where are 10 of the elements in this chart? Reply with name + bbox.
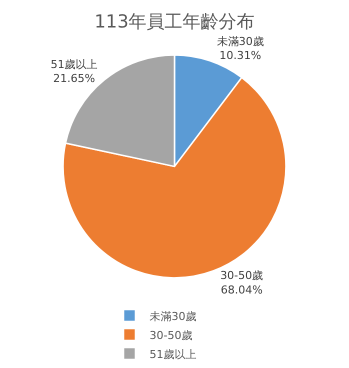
slice-label: 未滿30歲	[216, 34, 264, 48]
slice-label: 51歲以上	[50, 58, 98, 71]
legend-label: 未滿30歲	[150, 310, 196, 323]
data-label: 10.31%	[219, 49, 262, 62]
legend-label: 30-50歲	[150, 328, 192, 342]
slice-label: 30-50歲	[220, 269, 264, 282]
legend-label: 51歲以上	[150, 348, 196, 361]
data-label: 68.04%	[220, 284, 263, 297]
data-label: 21.65%	[53, 72, 96, 86]
chart-title: 113年員工年齡分布	[94, 11, 255, 32]
